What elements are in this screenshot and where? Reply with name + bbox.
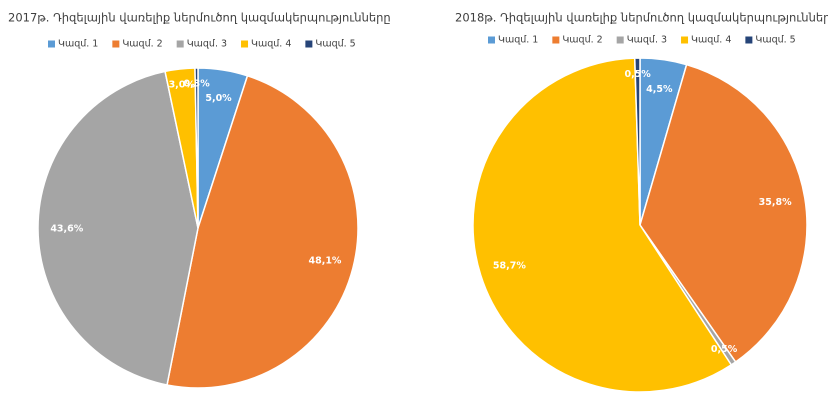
legend-swatch	[48, 40, 55, 48]
pie-slice	[633, 57, 641, 226]
data-label: 0,5%	[624, 69, 651, 80]
legend-swatch	[681, 36, 689, 44]
chart-title: 2017թ. Դիզելային վառելիք ներմուծող կազմա…	[8, 11, 391, 25]
legend-swatch	[745, 36, 753, 44]
chart-title: 2018թ. Դիզելային վառելիք ներմուծող կազմա…	[455, 11, 828, 25]
data-label: 0,5%	[711, 344, 738, 355]
legend-swatch	[241, 40, 249, 48]
legend-label: Կազմ. 5	[755, 35, 795, 46]
legend-swatch	[616, 36, 624, 44]
legend-swatch	[305, 40, 313, 48]
data-label: 5,0%	[205, 93, 232, 104]
data-label: 4,5%	[646, 84, 673, 95]
legend-swatch	[552, 36, 560, 44]
data-label: 43,6%	[50, 223, 83, 234]
pie-slice	[194, 67, 199, 229]
data-label: 58,7%	[493, 261, 526, 272]
data-label: 35,8%	[759, 197, 792, 208]
legend-label: Կազմ. 1	[498, 35, 538, 46]
pie-slice	[472, 57, 733, 393]
legend-label: Կազմ. 2	[122, 39, 162, 50]
legend-label: Կազմ. 4	[251, 39, 291, 50]
legend-label: Կազմ. 4	[691, 35, 731, 46]
legend-swatch	[176, 40, 184, 48]
legend-label: Կազմ. 3	[187, 39, 227, 50]
legend-label: Կազմ. 1	[58, 39, 98, 50]
data-label: 48,1%	[308, 256, 341, 267]
legend-swatch	[112, 40, 120, 48]
legend-swatch	[488, 36, 495, 44]
legend-label: Կազմ. 5	[315, 39, 355, 50]
legend-label: Կազմ. 3	[627, 35, 667, 46]
data-label: 3,0%	[169, 79, 196, 90]
data-label: 0,3%	[183, 79, 210, 90]
pie-slice	[166, 74, 359, 389]
pie-slice	[639, 63, 808, 363]
legend-label: Կազմ. 2	[562, 35, 602, 46]
pie-slice	[37, 70, 199, 386]
